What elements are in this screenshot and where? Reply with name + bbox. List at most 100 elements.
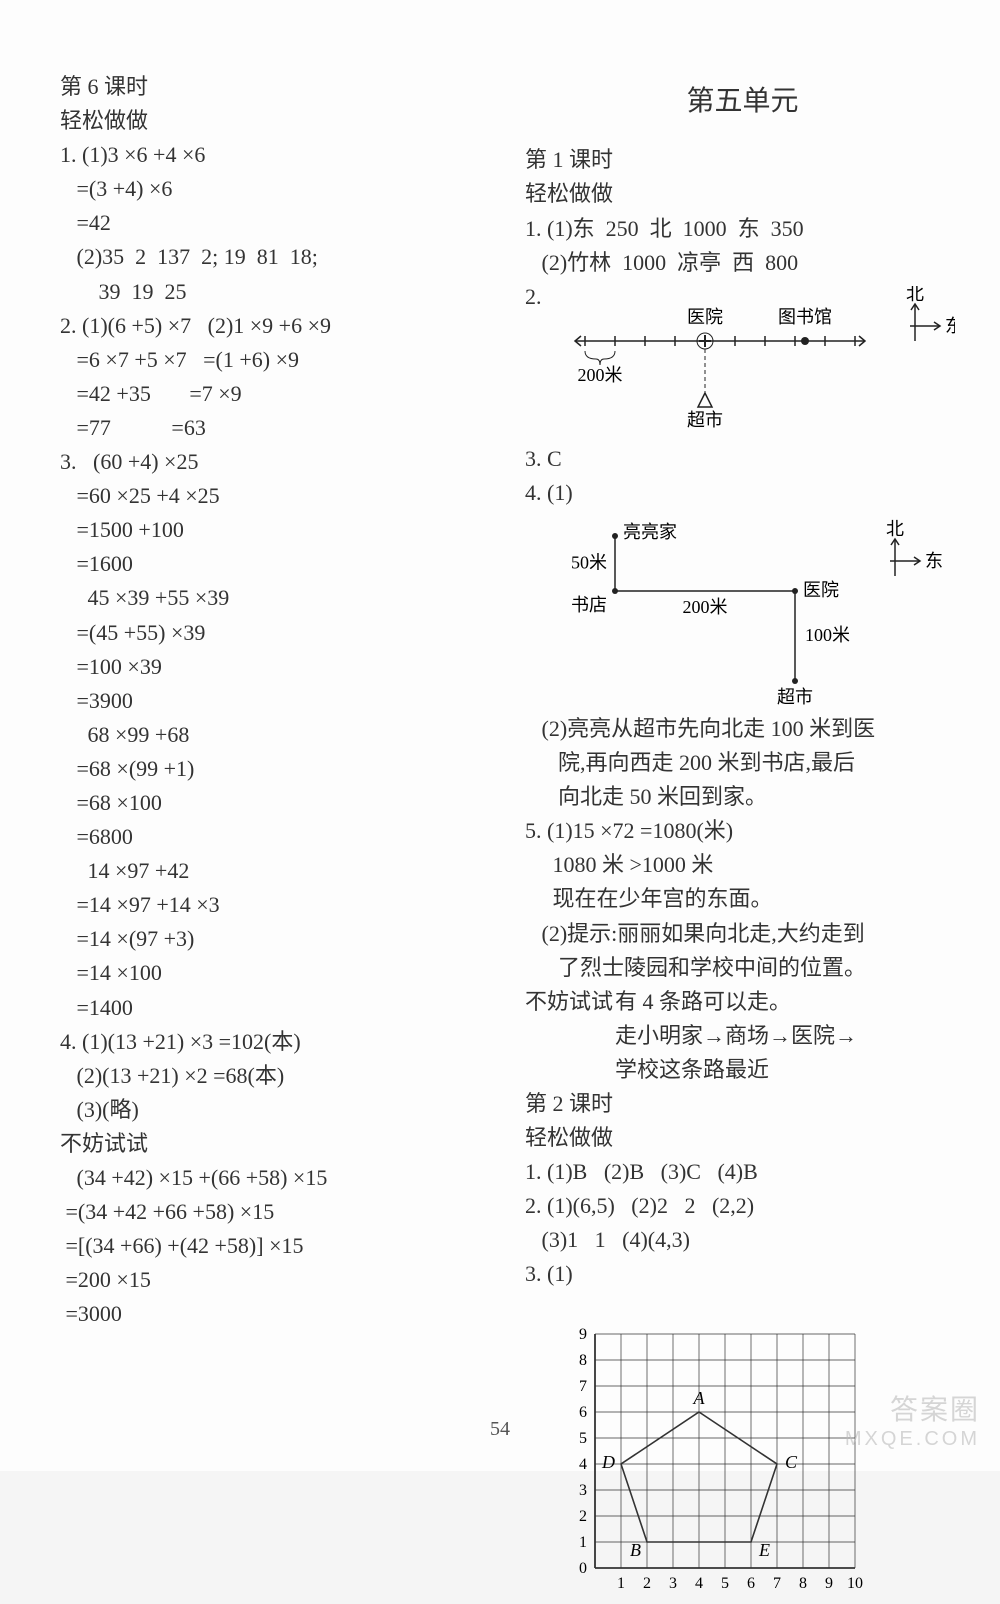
section-easy-r1: 轻松做做 (525, 177, 960, 211)
svg-text:9: 9 (579, 1326, 587, 1343)
text-line: =[(34 +66) +(42 +58)] ×15 (60, 1229, 495, 1263)
text-line: (2)亮亮从超市先向北走 100 米到医 (525, 712, 960, 746)
svg-text:5: 5 (721, 1575, 729, 1592)
svg-text:亮亮家: 亮亮家 (623, 522, 677, 542)
text-line: 3. (60 +4) ×25 (60, 445, 495, 479)
section-easy: 轻松做做 (60, 104, 495, 138)
text-line: (3)1 1 (4)(4,3) (525, 1223, 960, 1257)
svg-text:100米: 100米 (805, 625, 850, 645)
text-line: =100 ×39 (60, 650, 495, 684)
map-diagram-2: 亮亮家书店医院超市50米200米100米北东 (545, 516, 945, 706)
text-line: =1500 +100 (60, 513, 495, 547)
text-line: =60 ×25 +4 ×25 (60, 479, 495, 513)
text-line: =77 =63 (60, 411, 495, 445)
watermark-line2: MXQE.COM (845, 1428, 980, 1451)
text-line: (2)提示:丽丽如果向北走,大约走到 (525, 917, 960, 951)
text-line: 院,再向西走 200 米到书店,最后 (525, 746, 960, 780)
two-column-layout: 第 6 课时 轻松做做 1. (1)3 ×6 +4 ×6 =(3 +4) ×6 … (60, 70, 960, 1604)
section-try: 不妨试试 (60, 1127, 495, 1161)
text-line: 3. (1) (525, 1257, 960, 1291)
right-try-body: 有 4 条路可以走。走小明家→商场→医院→学校这条路最近 (615, 985, 857, 1087)
lesson2-lines: 1. (1)B (2)B (3)C (4)B2. (1)(6,5) (2)2 2… (525, 1155, 960, 1291)
text-line: =3000 (60, 1297, 495, 1331)
page: 第 6 课时 轻松做做 1. (1)3 ×6 +4 ×6 =(3 +4) ×6 … (0, 0, 1000, 1471)
left-body: 1. (1)3 ×6 +4 ×6 =(3 +4) ×6 =42 (2)35 2 … (60, 138, 495, 1127)
svg-text:10: 10 (847, 1575, 863, 1592)
svg-text:200米: 200米 (683, 597, 728, 617)
q2-label: 2. (525, 280, 555, 314)
svg-text:书店: 书店 (571, 595, 607, 615)
text-line: 1080 米 >1000 米 (525, 848, 960, 882)
text-line: 39 19 25 (60, 275, 495, 309)
text-line: =1600 (60, 547, 495, 581)
text-line: 14 ×97 +42 (60, 854, 495, 888)
svg-text:2: 2 (579, 1508, 587, 1525)
svg-text:7: 7 (579, 1378, 587, 1395)
text-line: 1. (1)B (2)B (3)C (4)B (525, 1155, 960, 1189)
svg-text:超市: 超市 (777, 687, 813, 706)
q1-lines: 1. (1)东 250 北 1000 东 350 (2)竹林 1000 凉亭 西… (525, 212, 960, 280)
text-line: (2)(13 +21) ×2 =68(本) (60, 1059, 495, 1093)
diagram-q4: 亮亮家书店医院超市50米200米100米北东 (545, 516, 960, 706)
text-line: =42 +35 =7 ×9 (60, 377, 495, 411)
svg-text:东: 东 (945, 316, 955, 336)
svg-text:超市: 超市 (687, 410, 723, 430)
text-line: =(45 +55) ×39 (60, 616, 495, 650)
q4-2-lines: (2)亮亮从超市先向北走 100 米到医 院,再向西走 200 米到书店,最后 … (525, 712, 960, 814)
svg-text:1: 1 (617, 1575, 625, 1592)
svg-text:2: 2 (643, 1575, 651, 1592)
text-line: 有 4 条路可以走。 (615, 985, 857, 1019)
text-line: 4. (1)(13 +21) ×3 =102(本) (60, 1025, 495, 1059)
text-line: =6800 (60, 820, 495, 854)
right-column: 第五单元 第 1 课时 轻松做做 1. (1)东 250 北 1000 东 35… (525, 70, 960, 1604)
text-line: =(3 +4) ×6 (60, 172, 495, 206)
lesson-2-header: 第 2 课时 (525, 1087, 960, 1121)
section-easy-r2: 轻松做做 (525, 1121, 960, 1155)
text-line: =3900 (60, 684, 495, 718)
lesson-1-header: 第 1 课时 (525, 143, 960, 177)
svg-text:医院: 医院 (803, 580, 839, 600)
text-line: =200 ×15 (60, 1263, 495, 1297)
text-line: 68 ×99 +68 (60, 718, 495, 752)
section-try-r: 不妨试试 (525, 985, 615, 1087)
svg-text:E: E (758, 1540, 770, 1560)
text-line: 1. (1)3 ×6 +4 ×6 (60, 138, 495, 172)
svg-text:东: 东 (925, 551, 943, 571)
svg-text:3: 3 (669, 1575, 677, 1592)
svg-text:北: 北 (906, 286, 924, 304)
q3-line: 3. C (525, 442, 960, 476)
text-line: 走小明家→商场→医院→ (615, 1019, 857, 1053)
diagram-q2: 医院图书馆200米超市北东 (555, 286, 955, 436)
lesson-6-header: 第 6 课时 (60, 70, 495, 104)
svg-text:医院: 医院 (687, 307, 723, 327)
text-line: 现在在少年宫的东面。 (525, 882, 960, 916)
unit-5-title: 第五单元 (525, 80, 960, 123)
text-line: 向北走 50 米回到家。 (525, 780, 960, 814)
svg-text:4: 4 (579, 1456, 587, 1473)
text-line: (34 +42) ×15 +(66 +58) ×15 (60, 1161, 495, 1195)
text-line: =1400 (60, 991, 495, 1025)
text-line: (3)(略) (60, 1093, 495, 1127)
svg-text:D: D (601, 1452, 615, 1472)
text-line: 2. (1)(6,5) (2)2 2 (2,2) (525, 1189, 960, 1223)
svg-text:200米: 200米 (578, 365, 623, 385)
svg-text:8: 8 (579, 1352, 587, 1369)
text-line: =14 ×97 +14 ×3 (60, 888, 495, 922)
text-line: =(34 +42 +66 +58) ×15 (60, 1195, 495, 1229)
watermark-line1: 答案圈 (845, 1388, 980, 1428)
left-try-body: (34 +42) ×15 +(66 +58) ×15 =(34 +42 +66 … (60, 1161, 495, 1331)
watermark: 答案圈 MXQE.COM (845, 1388, 980, 1451)
text-line: 学校这条路最近 (615, 1053, 857, 1087)
svg-text:0: 0 (579, 1560, 587, 1577)
svg-text:9: 9 (825, 1575, 833, 1592)
map-diagram-1: 医院图书馆200米超市北东 (555, 286, 955, 436)
svg-text:8: 8 (799, 1575, 807, 1592)
text-line: (2)35 2 137 2; 19 81 18; (60, 240, 495, 274)
svg-text:3: 3 (579, 1482, 587, 1499)
svg-text:C: C (785, 1452, 798, 1472)
text-line: 5. (1)15 ×72 =1080(米) (525, 814, 960, 848)
left-column: 第 6 课时 轻松做做 1. (1)3 ×6 +4 ×6 =(3 +4) ×6 … (60, 70, 495, 1604)
q4-label: 4. (1) (525, 476, 605, 510)
text-line: (2)竹林 1000 凉亭 西 800 (525, 246, 960, 280)
q5-lines: 5. (1)15 ×72 =1080(米) 1080 米 >1000 米 现在在… (525, 814, 960, 984)
